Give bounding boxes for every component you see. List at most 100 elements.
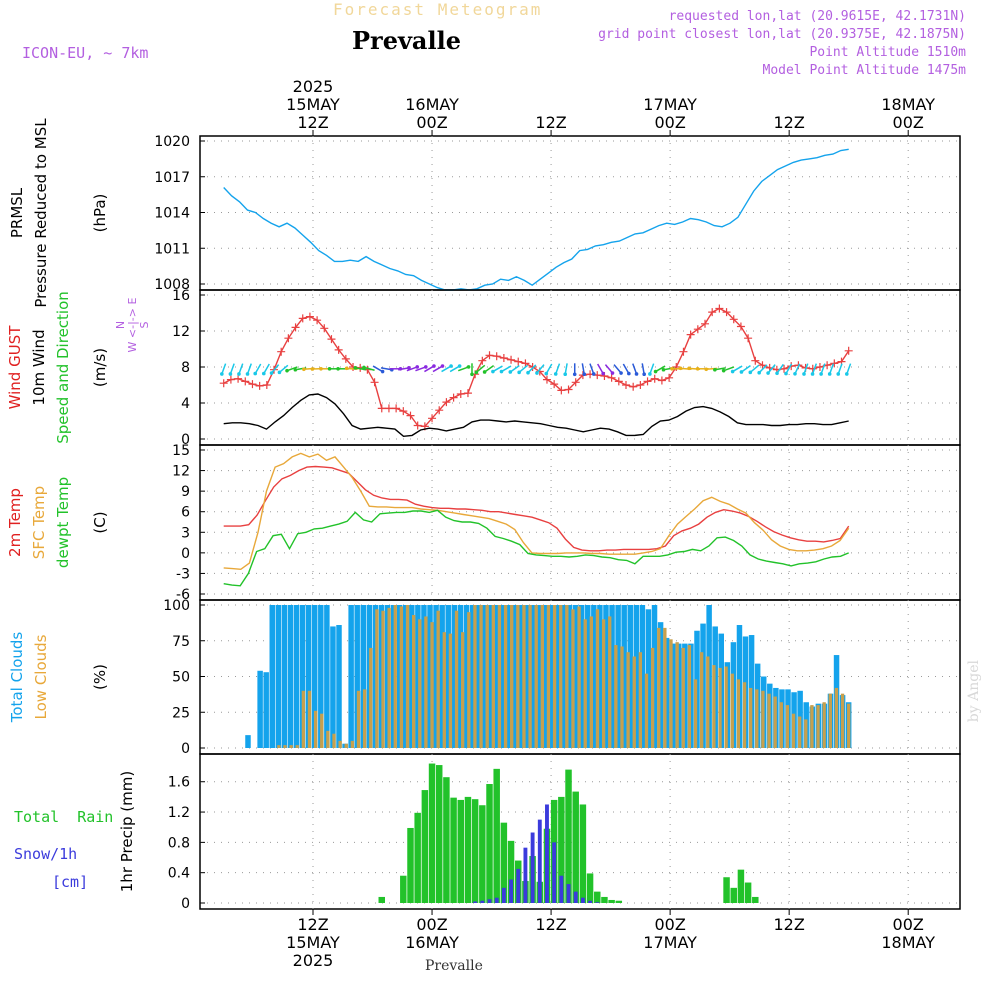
gust-marker <box>370 378 379 387</box>
gust-marker <box>679 347 688 356</box>
bar-total-clouds <box>336 625 342 748</box>
watermark: by Angel <box>966 660 982 723</box>
bar-total-clouds <box>669 643 676 748</box>
time-label-bottom: 16MAY <box>405 933 459 952</box>
bar-total-clouds <box>512 605 518 748</box>
gust-marker <box>478 356 487 365</box>
wind-arrow-head <box>713 367 717 372</box>
wind-arrow-head <box>336 367 340 371</box>
gust-marker <box>780 364 789 373</box>
panel-unit: (hPa) <box>91 194 109 233</box>
wind-arrow <box>613 364 622 374</box>
wind-arrow <box>581 363 585 375</box>
panel-unit: (%) <box>91 664 109 690</box>
bar-total-clouds <box>324 605 330 748</box>
bar-low-clouds <box>669 639 673 748</box>
bar-low-clouds <box>638 652 643 748</box>
bar-low-clouds <box>601 619 606 748</box>
wind-arrow-head <box>582 372 587 377</box>
bar-total-clouds <box>578 605 585 748</box>
wind-arrow-head <box>508 370 513 374</box>
panel-label: 1hr Precip (mm) <box>118 771 136 892</box>
gust-marker <box>665 373 674 382</box>
bar-total-rain <box>414 812 421 903</box>
wind-arrow-head <box>535 371 539 375</box>
wind-arrow <box>397 367 410 371</box>
wind-arrow-head <box>572 372 577 377</box>
time-label-bottom: 00Z <box>654 915 685 934</box>
bar-low-clouds <box>313 710 318 748</box>
wind-arrow <box>238 363 244 375</box>
panel-label: Total Clouds <box>8 632 26 724</box>
gust-marker <box>672 363 681 371</box>
gust-marker <box>751 356 760 365</box>
wind-arrow <box>641 363 645 375</box>
wind-arrow <box>649 363 655 375</box>
bar-total-clouds <box>639 605 646 748</box>
bar-total-clouds <box>548 605 555 748</box>
bar-total-clouds <box>657 622 664 748</box>
wind-arrow-head <box>601 371 605 376</box>
wind-arrow-head <box>678 366 683 371</box>
bar-low-clouds <box>650 647 655 748</box>
bar-total-clouds <box>633 605 640 748</box>
bar-low-clouds <box>295 745 299 748</box>
gust-marker <box>636 381 645 389</box>
wind-arrow-head <box>302 367 306 372</box>
bar-snow-1h <box>580 897 585 903</box>
wind-arrow-head <box>661 367 666 372</box>
bar-low-clouds <box>369 647 373 748</box>
gust-marker <box>291 323 300 332</box>
bar-low-clouds <box>693 679 698 748</box>
wind-arrow-head <box>739 370 744 374</box>
time-label-top: 18MAY <box>881 95 935 114</box>
bar-total-clouds <box>439 605 445 748</box>
gust-marker <box>514 357 523 366</box>
time-label-top: 00Z <box>416 113 447 132</box>
wind-arrow-head <box>261 371 266 376</box>
gust-marker <box>442 398 451 407</box>
wind-arrow-head <box>517 370 521 375</box>
wind-arrow <box>229 363 235 375</box>
gust-marker <box>449 393 458 402</box>
bar-snow-1h <box>573 891 578 903</box>
gust-marker <box>507 355 516 364</box>
gust-marker <box>298 314 307 323</box>
bar-low-clouds <box>350 740 355 748</box>
bar-low-clouds <box>589 616 594 748</box>
wind-arrow-head <box>721 368 726 373</box>
wind-arrow-head <box>285 368 289 373</box>
panel-1: 0 4 8 12 16 Wind GUST 10m Wind Speed and Direct… <box>6 288 961 448</box>
bar-total-rain <box>594 891 601 903</box>
gust-marker <box>377 404 386 413</box>
series-line-wind-gust <box>223 307 850 428</box>
bar-total-clouds <box>469 605 476 748</box>
bar-total-clouds <box>330 626 336 748</box>
bar-low-clouds <box>675 642 679 748</box>
time-label-top: 00Z <box>654 113 685 132</box>
wind-arrow-head <box>563 372 568 377</box>
wind-arrow-head <box>245 372 250 376</box>
time-label-top: 16MAY <box>405 95 459 114</box>
panel-label: Pressure Reduced to MSL <box>32 118 50 308</box>
gust-marker <box>758 361 767 370</box>
gust-marker <box>499 354 508 362</box>
wind-arrow-head <box>491 369 495 374</box>
bar-low-clouds <box>362 689 367 748</box>
y-tick-label: 12 <box>172 324 190 340</box>
bar-low-clouds <box>387 607 391 748</box>
bar-low-clouds <box>816 705 820 748</box>
panel-4: 0 0.4 0.8 1.2 1.6 1hr Precip (mm) <box>118 753 961 912</box>
wind-arrow-head <box>619 371 623 375</box>
bar-low-clouds <box>320 713 324 748</box>
bar-total-clouds <box>627 605 633 748</box>
gust-marker <box>277 347 286 356</box>
time-label-top: 2025 <box>293 77 334 96</box>
bar-low-clouds <box>289 745 293 748</box>
wind-arrow <box>732 365 743 373</box>
bar-total-rain <box>428 763 436 903</box>
bar-low-clouds <box>424 616 428 748</box>
bar-low-clouds <box>540 605 544 748</box>
bar-low-clouds <box>307 690 312 748</box>
y-tick-label: 1011 <box>154 241 190 257</box>
